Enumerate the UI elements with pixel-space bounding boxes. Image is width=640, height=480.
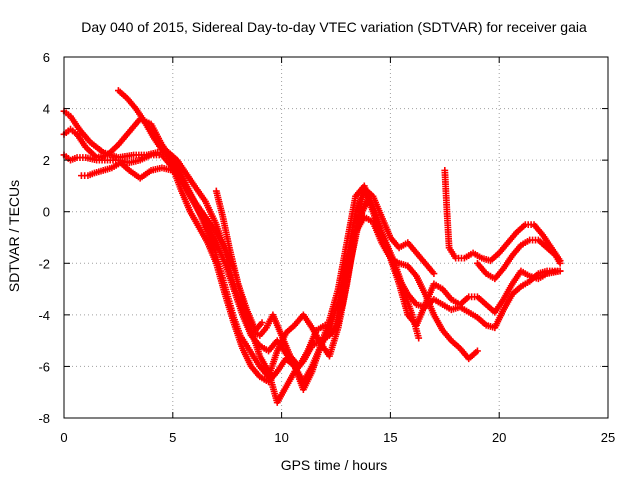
- y-tick-label: -2: [38, 256, 50, 271]
- series-7: [474, 236, 564, 283]
- x-tick-labels: 0 5 10 15 20 25: [60, 430, 615, 445]
- x-tick-label: 5: [169, 430, 176, 445]
- data-point: [430, 270, 438, 277]
- series-6: [441, 167, 564, 265]
- y-tick-label: -4: [38, 308, 50, 323]
- x-axis-label: GPS time / hours: [281, 457, 388, 473]
- y-tick-label: 6: [43, 50, 50, 65]
- series-4: [115, 87, 438, 381]
- y-tick-label: -6: [38, 359, 50, 374]
- x-tick-label: 20: [492, 430, 506, 445]
- x-tick-label: 15: [383, 430, 397, 445]
- data-point: [556, 259, 564, 267]
- data-point: [556, 267, 564, 275]
- y-tick-label: 2: [43, 153, 50, 168]
- chart-title: Day 040 of 2015, Sidereal Day-to-day VTE…: [81, 19, 587, 35]
- data-point: [258, 319, 266, 326]
- y-axis-label: SDTVAR / TECUs: [6, 180, 22, 292]
- y-tick-label: 4: [43, 102, 50, 117]
- x-tick-label: 10: [274, 430, 288, 445]
- data-point: [415, 334, 423, 342]
- y-tick-labels: -8 -6 -4 -2 0 2 4 6: [38, 50, 50, 426]
- data-point: [474, 347, 481, 355]
- y-tick-label: 0: [43, 205, 50, 220]
- axis-ticks: [63, 56, 609, 419]
- series-5: [212, 187, 266, 334]
- x-tick-label: 25: [601, 430, 615, 445]
- y-tick-label: -8: [38, 411, 50, 426]
- plot-frame: [63, 56, 609, 419]
- data-points: [60, 87, 564, 406]
- x-tick-label: 0: [60, 430, 67, 445]
